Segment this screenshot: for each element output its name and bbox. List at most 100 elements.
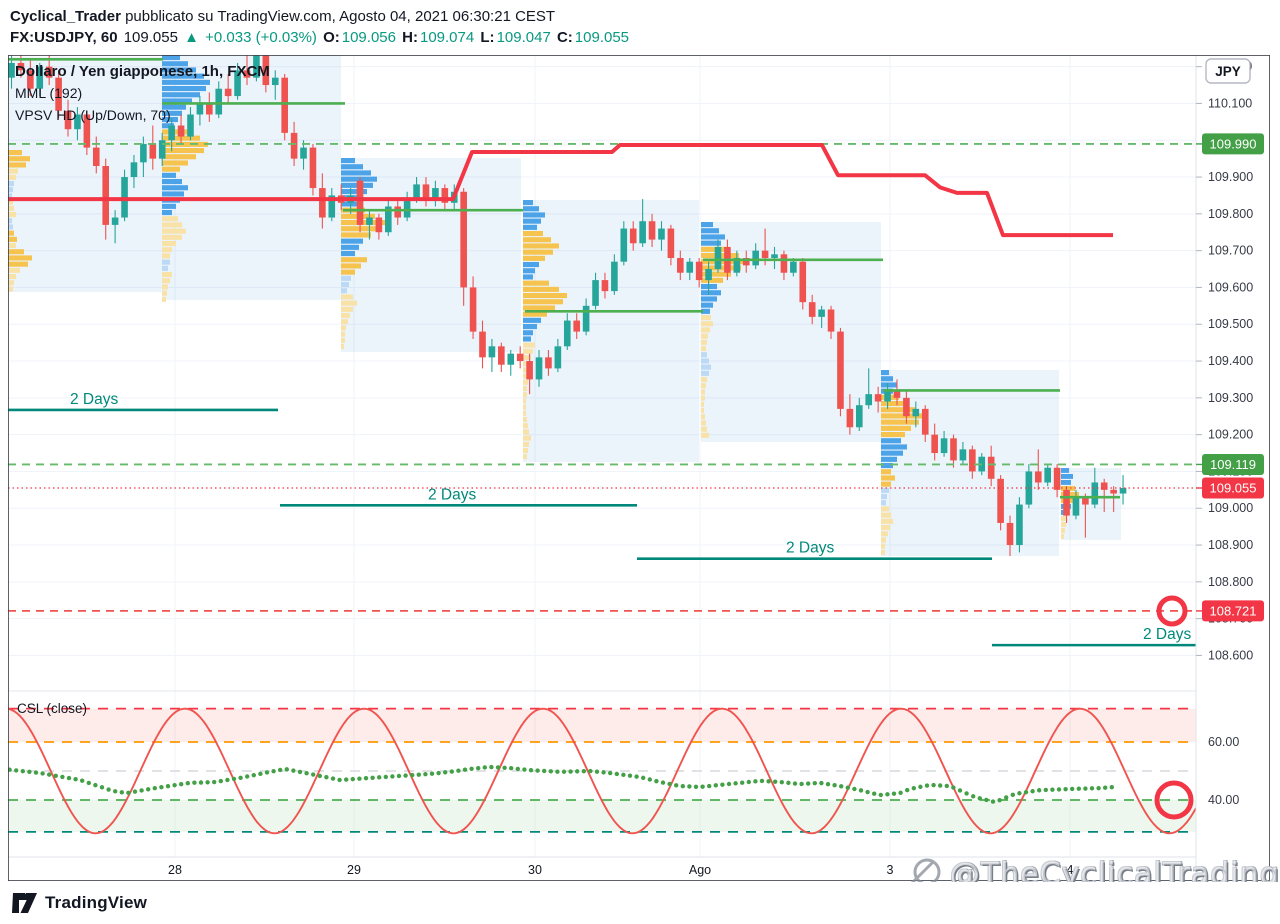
tradingview-logo[interactable]: TradingView: [12, 892, 147, 914]
csl-dot: [396, 773, 402, 779]
volume-profile-bar: [523, 249, 553, 255]
csl-dot: [660, 780, 666, 785]
candle: [1006, 522, 1014, 546]
volume-profile-bar: [8, 174, 16, 180]
csl-dot: [548, 769, 553, 774]
publish-line: Cyclical_Trader pubblicato su TradingVie…: [10, 6, 631, 27]
volume-profile-bar: [341, 294, 353, 300]
symbol-interval[interactable]: FX:USDJPY, 60: [10, 29, 118, 46]
csl-dot: [192, 780, 197, 785]
csl-dot: [27, 769, 32, 775]
legend-indicator-csl[interactable]: CSL (close): [17, 701, 88, 716]
volume-profile-bar: [8, 267, 20, 273]
csl-dot: [40, 771, 45, 776]
csl-indicator-pane[interactable]: [8, 707, 1197, 835]
csl-dot: [522, 767, 527, 772]
csl-dot: [726, 781, 732, 787]
csl-dot: [502, 765, 507, 770]
candle: [535, 357, 543, 380]
candle: [215, 88, 223, 115]
csl-dot: [423, 772, 428, 777]
currency-badge[interactable]: JPY: [1205, 58, 1251, 84]
csl-dot: [627, 773, 633, 778]
volume-profile-bar: [1061, 486, 1075, 491]
volume-profile-bar: [1061, 474, 1073, 479]
volume-profile-bar: [523, 410, 526, 416]
csl-dot: [984, 797, 989, 803]
volume-profile-bar: [881, 518, 893, 524]
csl-dot: [403, 773, 408, 778]
csl-dot: [647, 777, 652, 782]
candle: [1091, 482, 1099, 505]
volume-profile-bar: [701, 432, 709, 438]
volume-profile-bar: [881, 481, 891, 487]
csl-dot: [878, 792, 883, 798]
price-axis-label: 109.200: [1208, 428, 1253, 442]
volume-profile-bar: [881, 419, 919, 425]
time-axis-label: 3: [887, 863, 894, 877]
csl-dot: [330, 776, 336, 781]
candle: [196, 103, 204, 115]
volume-profile-bar: [523, 373, 528, 379]
volume-profile-bar: [701, 389, 705, 395]
volume-profile-bar: [881, 438, 901, 444]
volume-profile-bar: [162, 166, 180, 172]
volume-profile-bar: [701, 414, 705, 420]
candle: [1110, 489, 1117, 494]
volume-profile-bar: [162, 284, 168, 290]
volume-profile-bar: [162, 160, 188, 166]
volume-profile-bar: [701, 277, 723, 283]
volume-profile-bar: [701, 228, 719, 234]
csl-dot: [753, 779, 758, 784]
csl-dot: [898, 790, 903, 795]
volume-profile-bar: [881, 401, 907, 407]
csl-dot: [225, 777, 230, 783]
candle: [74, 114, 81, 130]
csl-dot: [304, 771, 309, 776]
badge-text: 109.990: [1210, 136, 1257, 151]
close-label: C:: [556, 29, 573, 46]
volume-profile-bar: [162, 228, 186, 234]
high-value: 109.074: [419, 29, 475, 46]
candle: [281, 77, 288, 133]
csl-dot: [1004, 795, 1009, 800]
volume-profile-bar: [881, 543, 885, 549]
candle: [874, 394, 882, 402]
csl-dot: [456, 768, 461, 773]
volume-profile-bar: [701, 308, 710, 314]
candle: [677, 258, 684, 273]
csl-dot: [674, 783, 679, 788]
csl-dot: [720, 782, 725, 787]
time-axis[interactable]: 28 29 30 Ago 3 4: [168, 863, 1073, 877]
csl-dot: [568, 769, 573, 774]
candle: [168, 125, 175, 141]
volume-profile-bar: [881, 549, 885, 555]
volume-profile-bar: [701, 240, 721, 246]
candle: [206, 103, 213, 115]
volume-profile-bar: [341, 158, 355, 164]
csl-dot: [951, 785, 956, 790]
volume-profile-bar: [162, 148, 204, 154]
legend-indicator-vpsv[interactable]: VPSV HD (Up/Down, 70): [15, 107, 171, 123]
volume-profile-bar: [701, 222, 713, 228]
volume-profile-bar: [523, 454, 527, 460]
volume-profile-bar: [8, 181, 14, 187]
candle: [177, 125, 185, 137]
legend-symbol-title[interactable]: Dollaro / Yen giapponese, 1h, FXCM: [15, 63, 270, 80]
chart-legend: Dollaro / Yen giapponese, 1h, FXCM MML (…: [15, 61, 270, 126]
volume-profile-bar: [162, 278, 170, 284]
candle: [1100, 482, 1108, 490]
price-axis-label: 109.300: [1208, 391, 1253, 405]
candle: [328, 195, 336, 218]
volume-profile-bar: [162, 185, 188, 191]
csl-dot: [819, 780, 824, 786]
volume-profile-bar: [523, 324, 537, 330]
candle: [733, 258, 741, 273]
candle: [931, 434, 938, 454]
candle: [780, 254, 788, 273]
grid-lines: [8, 55, 1196, 857]
volume-profile-bar: [341, 282, 349, 288]
legend-indicator-mml[interactable]: MML (192): [15, 85, 83, 101]
